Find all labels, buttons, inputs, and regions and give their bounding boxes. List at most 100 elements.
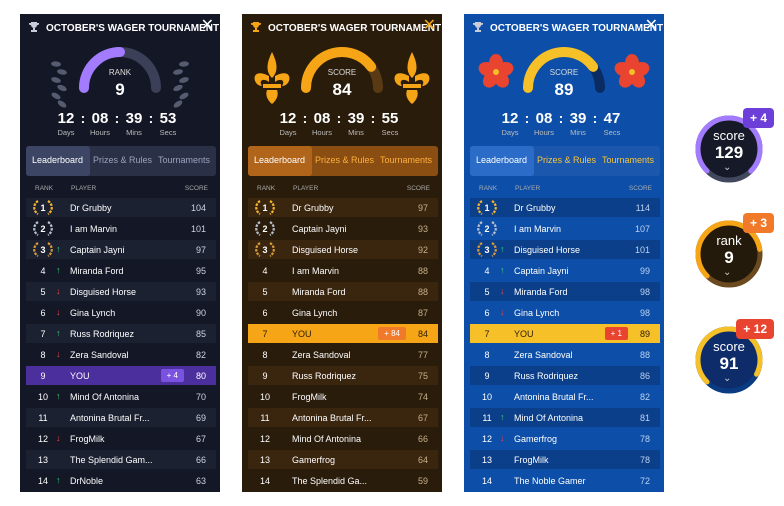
player-score: 82 [195, 350, 206, 360]
laurel-right-icon [173, 100, 183, 108]
player-name: Gamerfrog [292, 455, 336, 465]
countdown-d: 12 [279, 110, 297, 127]
table-row[interactable]: 12 Mind Of Antonina 66 [248, 429, 438, 448]
table-row[interactable]: 4 I am Marvin 88 [248, 261, 438, 280]
table-row[interactable]: 5 ↓ Disguised Horse 93 [26, 282, 216, 301]
player-score: 85 [195, 329, 206, 339]
player-score: 67 [195, 434, 206, 444]
close-icon[interactable]: ✕ [200, 17, 214, 34]
player-name: Dr Grubby [514, 203, 556, 213]
rank-number: 8 [40, 350, 46, 360]
table-row[interactable]: 8 ↓ Zera Sandoval 82 [26, 345, 216, 364]
table-row[interactable]: 3 ↑ Captain Jayni 97 [26, 240, 216, 259]
table-row[interactable]: 14 ↑ DrNoble 63 [26, 471, 216, 490]
rank-number: 7 [40, 329, 46, 339]
table-row[interactable]: 11 Antonina Brutal Fr... 69 [26, 408, 216, 427]
panel-header: OCTOBER'S WAGER TOURNAMENT ✕ [464, 14, 664, 42]
table-row[interactable]: 3 ↑ Disguised Horse 101 [470, 240, 660, 259]
tab-prizes-rules[interactable]: Prizes & Rules [537, 155, 597, 165]
rank-number: 4 [262, 266, 268, 276]
table-row[interactable]: 5 ↓ Miranda Ford 98 [470, 282, 660, 301]
player-name: Gina Lynch [70, 308, 116, 318]
tab-leaderboard[interactable]: Leaderboard [32, 155, 84, 165]
table-row[interactable]: 11 Antonina Brutal Fr... 67 [248, 408, 438, 427]
column-rank: RANK [35, 185, 54, 192]
table-row[interactable]: 2 I am Marvin 101 [26, 219, 216, 238]
table-row[interactable]: 13 The Splendid Gam... 66 [26, 450, 216, 469]
tab-tournaments[interactable]: Tournaments [380, 155, 433, 165]
laurel-rank-icon: 2 [32, 220, 54, 237]
laurel-wreath-icon [255, 221, 275, 236]
your-row[interactable]: 9 YOU + 4 80 [26, 366, 216, 385]
player-name: Mind Of Antonina [70, 392, 140, 402]
table-row[interactable]: 4 ↑ Captain Jayni 99 [470, 261, 660, 280]
tab-tournaments[interactable]: Tournaments [158, 155, 211, 165]
player-score: 86 [639, 371, 650, 381]
arrow-down-icon: ↓ [56, 286, 61, 296]
close-icon[interactable]: ✕ [422, 17, 436, 34]
rank-number: 13 [259, 455, 270, 465]
table-row[interactable]: 4 ↑ Miranda Ford 95 [26, 261, 216, 280]
table-row[interactable]: 1 Dr Grubby 97 [248, 198, 438, 217]
badge-bg [696, 327, 762, 393]
player-score: 93 [195, 287, 206, 297]
tab-tournaments[interactable]: Tournaments [602, 155, 655, 165]
table-row[interactable]: 2 I am Marvin 107 [470, 219, 660, 238]
table-row[interactable]: 11 ↑ Mind Of Antonina 81 [470, 408, 660, 427]
rank-number: 14 [481, 476, 492, 486]
tab-bar: Leaderboard Prizes & Rules Tournaments [248, 146, 438, 176]
player-name: I am Marvin [70, 224, 118, 234]
table-row[interactable]: 10 Antonina Brutal Fr... 82 [470, 387, 660, 406]
tab-leaderboard[interactable]: Leaderboard [254, 155, 306, 165]
countdown-h: 08 [91, 110, 109, 127]
table-row[interactable]: 14 The Splendid Ga... 59 [248, 471, 438, 490]
table-row[interactable]: 2 Captain Jayni 93 [248, 219, 438, 238]
tab-prizes-rules[interactable]: Prizes & Rules [93, 155, 153, 165]
table-row[interactable]: 14 The Noble Gamer 72 [470, 471, 660, 490]
player-name: FrogMilk [292, 392, 327, 402]
table-row[interactable]: 6 Gina Lynch 87 [248, 303, 438, 322]
countdown-s: 55 [381, 110, 399, 127]
table-row[interactable]: 8 Zera Sandoval 77 [248, 345, 438, 364]
countdown-d-unit: Days [57, 128, 75, 137]
gauge-value: 9 [115, 80, 125, 99]
table-row[interactable]: 5 Miranda Ford 88 [248, 282, 438, 301]
table-row[interactable]: 1 Dr Grubby 104 [26, 198, 216, 217]
your-row[interactable]: 7 YOU + 84 84 [248, 324, 438, 343]
tab-prizes-rules[interactable]: Prizes & Rules [315, 155, 375, 165]
leaderboard-columns: RANK PLAYER SCORE [20, 185, 220, 195]
laurel-left-icon [51, 92, 61, 100]
player-score: 87 [417, 308, 428, 318]
table-row[interactable]: 13 FrogMilk 78 [470, 450, 660, 469]
mini-badge-orange[interactable]: rank 9 ⌄ + 3 [694, 213, 774, 289]
laurel-wreath-icon [33, 200, 53, 215]
player-name: Antonina Brutal Fr... [514, 392, 594, 402]
table-row[interactable]: 1 Dr Grubby 114 [470, 198, 660, 217]
table-row[interactable]: 10 FrogMilk 74 [248, 387, 438, 406]
close-icon[interactable]: ✕ [644, 17, 658, 34]
table-row[interactable]: 12 ↓ Gamerfrog 78 [470, 429, 660, 448]
badge-label: score [713, 339, 745, 354]
table-row[interactable]: 6 ↓ Gina Lynch 90 [26, 303, 216, 322]
column-score: SCORE [406, 185, 430, 192]
tournament-panel-orange: OCTOBER'S WAGER TOURNAMENT ✕ SCORE 84 12 Days… [242, 14, 442, 492]
table-row[interactable]: 9 Russ Rodriquez 86 [470, 366, 660, 385]
leaderboard-columns: RANK PLAYER SCORE [464, 185, 664, 195]
your-row[interactable]: 7 YOU + 1 89 [470, 324, 660, 343]
mini-badge-purple[interactable]: score 129 ⌄ + 4 [694, 108, 774, 184]
table-row[interactable]: 13 Gamerfrog 64 [248, 450, 438, 469]
table-row[interactable]: 8 Zera Sandoval 88 [470, 345, 660, 364]
table-row[interactable]: 3 Disguised Horse 92 [248, 240, 438, 259]
player-score: 67 [417, 413, 428, 423]
badge-value: 91 [719, 354, 739, 373]
mini-badge-blue[interactable]: score 91 ⌄ + 12 [694, 319, 774, 395]
table-row[interactable]: 10 ↑ Mind Of Antonina 70 [26, 387, 216, 406]
table-row[interactable]: 7 ↑ Russ Rodriquez 85 [26, 324, 216, 343]
tab-leaderboard[interactable]: Leaderboard [476, 155, 528, 165]
player-score: 98 [639, 308, 650, 318]
gauge-area: SCORE 84 12 Days:08 Hours:39 Mins:55 Secs [242, 42, 442, 152]
table-row[interactable]: 6 ↓ Gina Lynch 98 [470, 303, 660, 322]
table-row[interactable]: 12 ↓ FrogMilk 67 [26, 429, 216, 448]
player-name: Russ Rodriquez [514, 371, 579, 381]
table-row[interactable]: 9 Russ Rodriquez 75 [248, 366, 438, 385]
